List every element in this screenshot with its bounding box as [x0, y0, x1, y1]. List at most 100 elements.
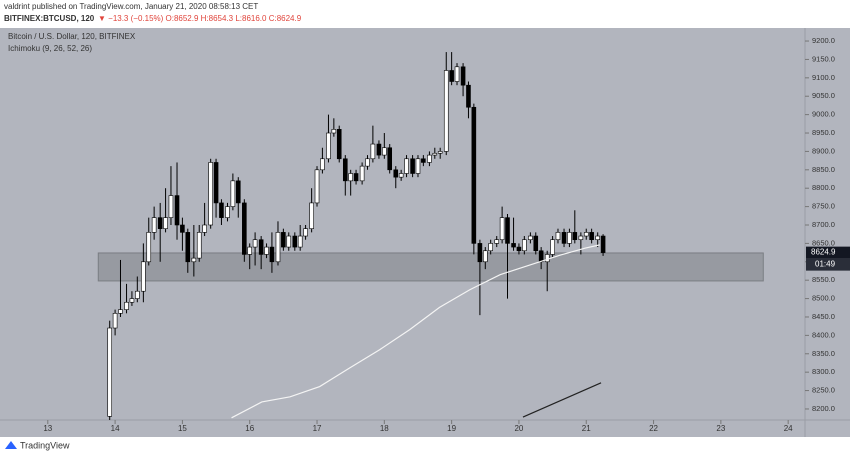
candle-body	[449, 70, 454, 82]
y-tick-label: 9150.0	[812, 54, 835, 63]
candle-body	[482, 250, 488, 263]
x-tick-label: 18	[380, 424, 389, 433]
candle-body	[505, 217, 510, 244]
y-tick-label: 8950.0	[812, 128, 835, 137]
chart-subtitle: Ichimoku (9, 26, 52, 26)	[8, 44, 92, 53]
candle-body	[202, 224, 207, 233]
candle-body	[191, 257, 197, 263]
candle-body	[600, 235, 606, 253]
y-tick-label: 8800.0	[812, 183, 835, 192]
candle-body	[180, 224, 185, 233]
candle-body	[247, 246, 253, 255]
candle-body	[499, 217, 505, 241]
y-tick-label: 8550.0	[812, 275, 835, 284]
candle-body	[348, 173, 353, 182]
candle-body	[477, 243, 483, 263]
candle-body	[533, 235, 539, 252]
candle-body	[342, 158, 348, 182]
candle-body	[494, 239, 500, 244]
x-tick-label: 21	[582, 424, 591, 433]
candle-body	[516, 246, 522, 252]
candle-body	[353, 173, 359, 182]
y-tick-label: 8850.0	[812, 165, 835, 174]
candle-body	[398, 173, 404, 178]
candle-body	[281, 232, 286, 248]
candle-body	[297, 235, 303, 248]
candle-body	[410, 158, 415, 174]
candle-body	[213, 162, 219, 204]
y-tick-label: 8450.0	[812, 312, 835, 321]
candle-body	[112, 313, 118, 329]
logo	[5, 441, 17, 449]
candle-body	[421, 158, 426, 163]
candle-body	[219, 202, 224, 218]
x-tick-label: 16	[245, 424, 254, 433]
candle-body	[157, 217, 163, 229]
candle-body	[550, 239, 555, 255]
publisher: valdrint published on TradingView.com, J…	[4, 2, 258, 11]
candle-body	[129, 298, 135, 303]
candle-body	[488, 243, 493, 252]
x-tick-label: 13	[43, 424, 52, 433]
candle-body	[589, 232, 594, 241]
price-label: 8624.9	[811, 248, 836, 257]
support-zone	[97, 252, 764, 282]
candle-body	[286, 235, 292, 248]
candle-body	[387, 147, 393, 171]
chart-title: Bitcoin / U.S. Dollar, 120, BITFINEX	[8, 32, 136, 41]
candle-body	[185, 232, 191, 263]
x-tick-label: 17	[313, 424, 322, 433]
candle-body	[326, 132, 331, 160]
candle-body	[365, 158, 370, 167]
y-tick-label: 8350.0	[812, 349, 835, 358]
countdown-bg	[806, 258, 850, 271]
y-tick-label: 9050.0	[812, 91, 835, 100]
candle-body	[471, 106, 477, 244]
candle-body	[269, 246, 275, 263]
candle-body	[292, 235, 298, 248]
x-tick-label: 24	[784, 424, 793, 433]
candle-body	[443, 70, 449, 152]
candle-body	[208, 162, 213, 226]
y-tick-label: 8500.0	[812, 294, 835, 303]
candle-body	[393, 169, 399, 178]
candle-body	[567, 232, 572, 244]
candle-body	[528, 235, 533, 241]
candle-body	[168, 195, 174, 218]
candle-body	[336, 129, 342, 160]
candle-body	[230, 180, 236, 207]
countdown: 01:49	[815, 260, 836, 269]
candle-body	[303, 228, 308, 237]
y-tick-label: 9000.0	[812, 110, 835, 119]
candle-body	[320, 158, 325, 171]
y-tick-label: 8750.0	[812, 202, 835, 211]
candle-body	[118, 309, 123, 314]
y-tick-label: 8400.0	[812, 330, 835, 339]
candle-body	[382, 147, 387, 156]
y-tick-label: 8300.0	[812, 367, 835, 376]
candle-body	[107, 327, 113, 417]
candle-body	[555, 232, 561, 241]
candle-body	[427, 154, 432, 163]
indicator-line	[231, 244, 600, 419]
candle-body	[314, 169, 320, 204]
candle-body	[370, 143, 376, 160]
candle-body	[404, 158, 409, 174]
candle-body	[432, 152, 438, 156]
candle-body	[275, 232, 281, 263]
candle-body	[454, 66, 460, 82]
candle-body	[359, 165, 365, 182]
brand: TradingView	[20, 440, 70, 450]
candle-body	[264, 246, 269, 255]
y-tick-label: 9100.0	[812, 73, 835, 82]
chart-bg	[0, 28, 850, 437]
y-tick-label: 8700.0	[812, 220, 835, 229]
candle-body	[225, 206, 230, 218]
candle-body	[522, 239, 527, 252]
x-tick-label: 22	[649, 424, 658, 433]
x-tick-label: 20	[514, 424, 523, 433]
candle-body	[252, 239, 258, 248]
candle-body	[146, 232, 152, 263]
quote: ▼ −13.3 (−0.15%) O:8652.9 H:8654.3 L:861…	[98, 14, 302, 23]
